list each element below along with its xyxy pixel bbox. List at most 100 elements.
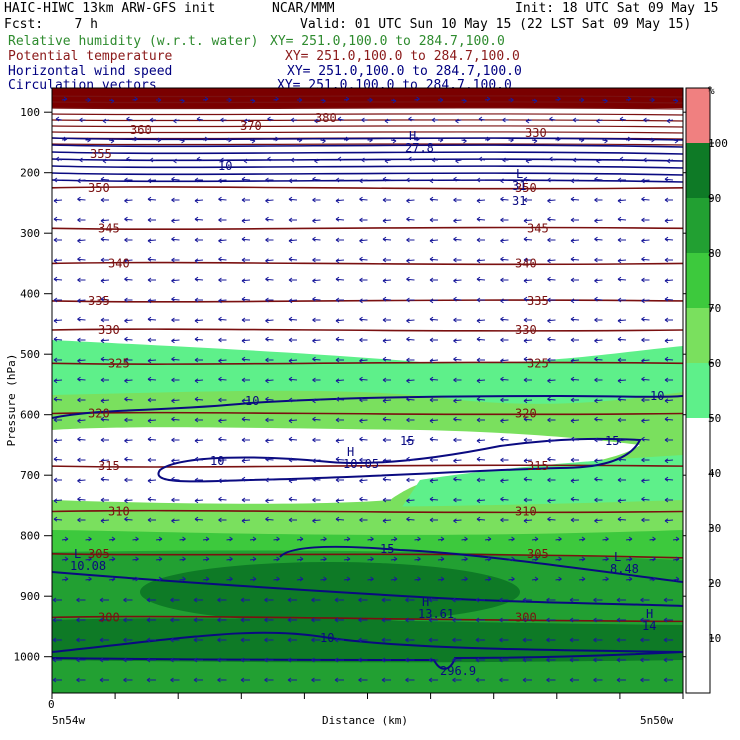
circulation-vector: [570, 438, 580, 441]
circulation-vector: [523, 418, 533, 421]
vector-head: [100, 398, 105, 404]
vector-head: [265, 336, 269, 342]
vector-head: [335, 216, 340, 222]
circulation-vector: [100, 418, 110, 421]
circulation-vector: [641, 198, 650, 201]
x-left-label: 5n54w: [52, 714, 85, 727]
vector-head: [452, 597, 456, 603]
vector-head: [194, 237, 199, 243]
vector-head: [429, 478, 434, 484]
vector-head: [416, 96, 420, 102]
vector-head: [569, 617, 574, 623]
vector-head: [476, 297, 481, 303]
vector-head: [53, 456, 58, 462]
circulation-vector: [100, 478, 110, 481]
circulation-vector: [124, 218, 133, 221]
vector-head: [358, 677, 362, 683]
vector-head: [664, 356, 669, 362]
vector-head: [53, 438, 58, 444]
vector-head: [523, 257, 528, 263]
circulation-vector: [312, 279, 321, 282]
circulation-vector: [241, 358, 251, 361]
vector-head: [557, 136, 561, 142]
circulation-vector: [523, 399, 533, 402]
circulation-vector: [617, 338, 627, 341]
vector-head: [53, 516, 58, 522]
vector-head: [265, 177, 269, 183]
vector-head: [570, 517, 575, 523]
vector-head: [135, 556, 139, 562]
vector-head: [171, 176, 175, 182]
circulation-vector: [335, 499, 345, 502]
circulation-vector: [547, 499, 556, 502]
circulation-vector: [218, 299, 227, 302]
circulation-vector: [406, 518, 415, 521]
vector-head: [217, 617, 221, 623]
vector-head: [265, 498, 269, 504]
vector-head: [641, 358, 645, 364]
circulation-vector: [288, 419, 298, 422]
vector-head: [406, 276, 410, 282]
vector-head: [464, 536, 468, 542]
circulation-vector: [617, 499, 627, 502]
circulation-vector: [594, 339, 603, 342]
vector-head: [533, 138, 538, 144]
circulation-vector: [476, 458, 486, 461]
vector-head: [265, 477, 269, 483]
theta-contour-line: [52, 226, 683, 231]
circulation-vector: [171, 519, 180, 522]
vector-head: [314, 158, 318, 164]
circulation-vector: [53, 278, 63, 281]
vector-head: [312, 377, 316, 383]
vector-head: [123, 677, 127, 683]
vector-head: [229, 556, 233, 562]
vector-head: [194, 438, 199, 444]
theta-upper-line: [52, 107, 683, 110]
vector-head: [487, 576, 492, 582]
circulation-vector: [194, 259, 204, 262]
vector-head: [429, 418, 434, 424]
vector-head: [593, 637, 597, 643]
vector-head: [664, 416, 669, 422]
vector-head: [241, 218, 246, 224]
circulation-vector: [218, 419, 227, 422]
circulation-vector: [288, 258, 298, 261]
vector-head: [452, 657, 456, 663]
vector-head: [522, 637, 527, 643]
vector-head: [594, 518, 598, 524]
vector-head: [359, 457, 363, 463]
circulation-vector: [194, 439, 204, 442]
vector-head: [298, 137, 303, 143]
circulation-vector: [171, 459, 180, 462]
vector-head: [429, 376, 434, 382]
vector-head: [619, 116, 624, 122]
vector-head: [218, 217, 222, 223]
vector-head: [431, 117, 436, 123]
vector-head: [53, 477, 58, 483]
circulation-vector: [265, 439, 274, 442]
vector-head: [406, 438, 410, 444]
vector-head: [452, 617, 456, 623]
vector-head: [53, 396, 58, 402]
circulation-vector: [312, 519, 321, 522]
vector-head: [593, 617, 597, 623]
vector-head: [311, 617, 315, 623]
circulation-vector: [218, 498, 227, 501]
vector-head: [240, 597, 245, 603]
colorbar: 10 20 30 40 50 60 70 80 90 100: [685, 87, 728, 694]
vector-head: [547, 378, 551, 384]
vector-head: [408, 156, 412, 162]
vector-head: [664, 176, 669, 182]
vector-head: [382, 518, 387, 524]
vector-head: [617, 357, 622, 363]
vector-head: [100, 356, 105, 362]
vector-head: [99, 617, 104, 623]
colorbar-level-label: 90: [708, 192, 721, 205]
wind-upper-line: [52, 137, 683, 141]
vector-head: [218, 178, 222, 184]
vector-head: [546, 617, 550, 623]
vector-head: [651, 137, 655, 143]
vector-head: [100, 296, 105, 302]
vector-head: [664, 437, 669, 443]
theta-upper-line: [52, 143, 683, 146]
